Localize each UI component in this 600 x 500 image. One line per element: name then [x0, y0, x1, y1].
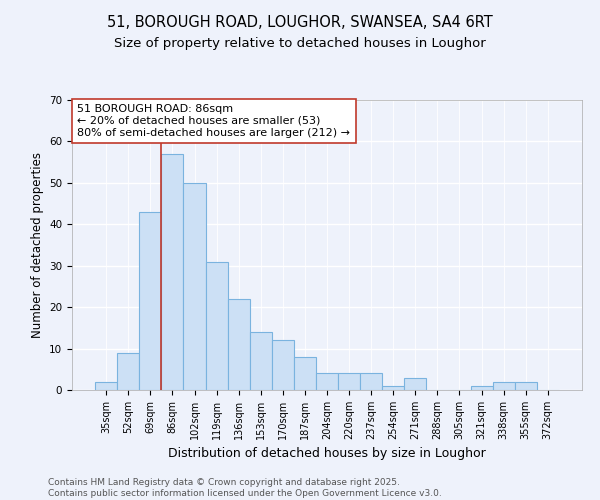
Text: Size of property relative to detached houses in Loughor: Size of property relative to detached ho… — [114, 38, 486, 51]
Bar — [316, 374, 338, 390]
Bar — [493, 382, 515, 390]
Bar — [294, 357, 316, 390]
Y-axis label: Number of detached properties: Number of detached properties — [31, 152, 44, 338]
X-axis label: Distribution of detached houses by size in Loughor: Distribution of detached houses by size … — [168, 448, 486, 460]
Bar — [161, 154, 184, 390]
Bar — [227, 299, 250, 390]
Bar — [470, 386, 493, 390]
Bar — [117, 352, 139, 390]
Bar — [382, 386, 404, 390]
Bar — [338, 374, 360, 390]
Bar — [272, 340, 294, 390]
Bar — [250, 332, 272, 390]
Text: Contains HM Land Registry data © Crown copyright and database right 2025.
Contai: Contains HM Land Registry data © Crown c… — [48, 478, 442, 498]
Bar — [404, 378, 427, 390]
Bar — [139, 212, 161, 390]
Bar — [360, 374, 382, 390]
Bar — [184, 183, 206, 390]
Bar — [206, 262, 227, 390]
Text: 51 BOROUGH ROAD: 86sqm
← 20% of detached houses are smaller (53)
80% of semi-det: 51 BOROUGH ROAD: 86sqm ← 20% of detached… — [77, 104, 350, 138]
Bar — [515, 382, 537, 390]
Text: 51, BOROUGH ROAD, LOUGHOR, SWANSEA, SA4 6RT: 51, BOROUGH ROAD, LOUGHOR, SWANSEA, SA4 … — [107, 15, 493, 30]
Bar — [95, 382, 117, 390]
